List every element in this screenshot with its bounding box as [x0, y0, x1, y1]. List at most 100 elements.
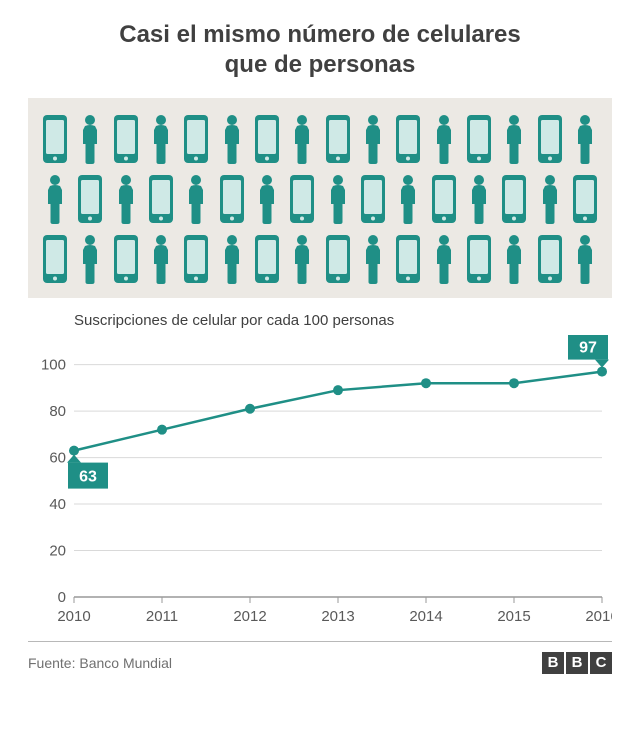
infographic-cell	[144, 232, 178, 286]
phone-icon	[535, 234, 565, 284]
phone-icon	[40, 234, 70, 284]
infographic-cell	[179, 112, 213, 166]
infographic-cell	[321, 232, 355, 286]
infographic-cell	[462, 172, 496, 226]
person-icon	[291, 114, 313, 164]
callout-pointer	[67, 455, 81, 463]
y-tick-label: 0	[58, 589, 66, 606]
person-icon	[362, 234, 384, 284]
source-label: Fuente: Banco Mundial	[28, 655, 172, 671]
infographic-cell	[321, 172, 355, 226]
infographic-cell	[109, 172, 143, 226]
infographic-cell	[73, 172, 107, 226]
x-tick-label: 2010	[57, 608, 90, 625]
person-icon	[44, 174, 66, 224]
callout-label: 63	[79, 469, 97, 486]
y-tick-label: 60	[49, 450, 66, 467]
data-marker	[69, 446, 79, 456]
infographic-cell	[356, 172, 390, 226]
person-icon	[574, 114, 596, 164]
chart-subtitle: Suscripciones de celular por cada 100 pe…	[74, 312, 612, 329]
chart-title: Casi el mismo número de celulares que de…	[28, 20, 612, 80]
infographic-cell	[38, 232, 72, 286]
bbc-logo: B B C	[542, 652, 612, 674]
infographic-cell	[427, 112, 461, 166]
footer: Fuente: Banco Mundial B B C	[28, 641, 612, 674]
y-tick-label: 100	[41, 357, 66, 374]
infographic-cell	[215, 172, 249, 226]
phone-icon	[217, 174, 247, 224]
person-icon	[150, 114, 172, 164]
infographic-cell	[391, 112, 425, 166]
data-marker	[157, 425, 167, 435]
infographic-cell	[356, 232, 390, 286]
phone-icon	[570, 174, 600, 224]
line-chart: Suscripciones de celular por cada 100 pe…	[28, 312, 612, 635]
data-marker	[333, 385, 343, 395]
infographic-cell	[497, 172, 531, 226]
infographic-cell	[568, 112, 602, 166]
person-icon	[185, 174, 207, 224]
person-icon	[115, 174, 137, 224]
infographic-row	[38, 112, 602, 166]
x-tick-label: 2013	[321, 608, 354, 625]
phone-icon	[146, 174, 176, 224]
person-icon	[433, 114, 455, 164]
phone-icon	[429, 174, 459, 224]
callout-label: 97	[579, 340, 597, 357]
title-line-2: que de personas	[225, 51, 416, 78]
person-icon	[503, 234, 525, 284]
phone-icon	[111, 114, 141, 164]
phone-icon	[358, 174, 388, 224]
infographic-cell	[285, 112, 319, 166]
infographic-cell	[533, 232, 567, 286]
chart-svg: 0204060801002010201120122013201420152016…	[28, 335, 612, 635]
bbc-letter: B	[542, 652, 564, 674]
y-tick-label: 40	[49, 496, 66, 513]
infographic-cell	[568, 172, 602, 226]
phone-icon	[535, 114, 565, 164]
phone-icon	[181, 114, 211, 164]
person-icon	[433, 234, 455, 284]
callout-pointer	[595, 360, 609, 368]
phone-icon	[252, 114, 282, 164]
phone-icon	[323, 114, 353, 164]
phone-icon	[252, 234, 282, 284]
x-tick-label: 2014	[409, 608, 442, 625]
infographic-cell	[250, 112, 284, 166]
infographic-row	[38, 172, 602, 226]
infographic-cell	[73, 232, 107, 286]
infographic-cell	[215, 232, 249, 286]
y-tick-label: 80	[49, 403, 66, 420]
data-marker	[245, 404, 255, 414]
person-icon	[291, 234, 313, 284]
infographic-cell	[179, 232, 213, 286]
bbc-letter: B	[566, 652, 588, 674]
infographic-cell	[391, 232, 425, 286]
infographic-cell	[109, 112, 143, 166]
infographic-cell	[215, 112, 249, 166]
infographic-cell	[285, 232, 319, 286]
infographic-cell	[179, 172, 213, 226]
person-icon	[79, 234, 101, 284]
infographic-cell	[250, 172, 284, 226]
x-tick-label: 2011	[146, 608, 178, 625]
phone-icon	[393, 114, 423, 164]
infographic-cell	[533, 172, 567, 226]
infographic-cell	[497, 232, 531, 286]
infographic-cell	[321, 112, 355, 166]
person-icon	[362, 114, 384, 164]
infographic-cell	[109, 232, 143, 286]
infographic-row	[38, 232, 602, 286]
x-tick-label: 2016	[585, 608, 612, 625]
phone-icon	[181, 234, 211, 284]
infographic-cell	[356, 112, 390, 166]
infographic-cell	[462, 112, 496, 166]
phone-icon	[287, 174, 317, 224]
person-icon	[221, 234, 243, 284]
infographic-cell	[427, 232, 461, 286]
person-icon	[150, 234, 172, 284]
phone-icon	[75, 174, 105, 224]
phone-icon	[111, 234, 141, 284]
phone-icon	[393, 234, 423, 284]
